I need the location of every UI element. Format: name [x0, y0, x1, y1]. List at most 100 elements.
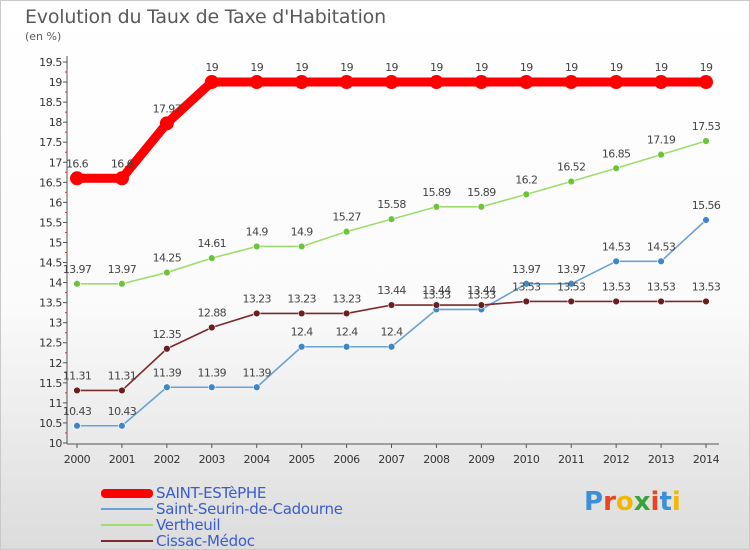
data-label: 15.58	[377, 198, 406, 211]
data-point	[522, 297, 530, 306]
y-tick-label: 16	[49, 196, 63, 209]
x-tick-label: 2005	[288, 453, 315, 466]
data-point	[342, 309, 351, 318]
data-point	[342, 227, 351, 236]
data-point	[204, 75, 219, 90]
x-tick-label: 2014	[693, 453, 720, 466]
data-point	[564, 75, 579, 90]
data-label: 17.53	[692, 120, 721, 133]
data-point	[342, 343, 351, 351]
data-label: 11.39	[242, 366, 271, 379]
data-label: 13.33	[422, 288, 451, 301]
data-label: 11.31	[63, 369, 92, 382]
data-label: 19	[385, 61, 398, 74]
data-point	[297, 309, 306, 318]
data-label: 19	[475, 61, 488, 74]
x-tick-label: 2012	[603, 453, 629, 466]
data-point	[163, 345, 171, 353]
data-point	[118, 280, 126, 288]
data-point	[73, 422, 81, 430]
data-point	[702, 297, 710, 306]
data-label: 14.9	[246, 225, 269, 238]
x-tick-label: 2003	[199, 453, 226, 466]
data-point	[297, 343, 306, 351]
data-label: 12.35	[153, 328, 182, 341]
logo-letter: r	[603, 487, 616, 517]
data-label: 19	[430, 61, 443, 74]
data-label: 13.23	[287, 292, 316, 305]
data-point	[702, 137, 710, 145]
data-label: 10.43	[108, 405, 137, 418]
data-point	[567, 297, 575, 306]
y-tick-label: 15	[49, 236, 63, 249]
x-tick-label: 2006	[333, 453, 360, 466]
data-label: 15.89	[422, 186, 451, 199]
data-label: 13.53	[557, 280, 586, 293]
data-point	[657, 150, 665, 159]
data-label: 17.97	[153, 102, 182, 115]
data-label: 19	[565, 61, 578, 74]
data-label: 19	[700, 61, 713, 74]
legend-label: Vertheuil	[156, 516, 221, 534]
logo-letter: i	[650, 487, 660, 517]
data-point	[70, 171, 84, 186]
data-label: 13.53	[602, 280, 631, 293]
data-point	[612, 257, 620, 266]
proxiti-logo: Proxiti	[584, 487, 681, 517]
y-tick-label: 16.5	[39, 176, 62, 189]
legend-label: Saint-Seurin-de-Cadourne	[156, 500, 343, 518]
y-tick-label: 19.5	[39, 56, 62, 69]
data-point	[114, 171, 129, 186]
data-point	[432, 203, 441, 211]
data-point	[612, 164, 620, 172]
legend-item: Saint-Seurin-de-Cadourne	[101, 501, 421, 517]
y-tick-label: 12.5	[39, 337, 62, 350]
y-tick-label: 14	[49, 277, 63, 290]
data-label: 19	[655, 61, 668, 74]
x-tick-label: 2009	[468, 453, 495, 466]
x-tick-label: 2013	[648, 453, 675, 466]
x-tick-label: 2000	[64, 453, 91, 466]
data-label: 13.97	[512, 263, 541, 276]
data-point	[253, 242, 261, 251]
data-label: 12.4	[380, 326, 403, 339]
data-point	[567, 280, 575, 288]
data-point	[567, 177, 575, 186]
data-label: 19	[520, 61, 533, 74]
data-point	[432, 301, 441, 309]
data-point	[387, 215, 396, 223]
data-label: 19	[295, 61, 308, 74]
data-label: 14.53	[647, 240, 676, 253]
x-tick-label: 2007	[378, 453, 405, 466]
data-label: 13.97	[108, 263, 137, 276]
data-label: 10.43	[63, 405, 92, 418]
data-point	[387, 301, 396, 309]
x-tick-label: 2011	[558, 453, 584, 466]
legend-swatch	[101, 517, 153, 533]
data-point	[477, 203, 486, 211]
data-label: 13.97	[63, 263, 92, 276]
y-tick-label: 19	[49, 76, 63, 89]
logo-letter: x	[633, 487, 651, 517]
logo-letter: t	[659, 487, 672, 517]
data-label: 16.6	[66, 157, 89, 170]
chart-title: Evolution du Taux de Taxe d'Habitation	[25, 6, 386, 28]
data-label: 19	[610, 61, 623, 74]
data-point	[657, 297, 665, 306]
logo-letter: P	[584, 487, 604, 517]
data-point	[699, 75, 714, 90]
legend-label: SAINT-ESTèPHE	[156, 484, 267, 502]
data-label: 14.53	[602, 240, 631, 253]
data-point	[612, 297, 620, 306]
data-label: 13.97	[557, 263, 586, 276]
data-point	[73, 280, 81, 288]
data-label: 13.53	[647, 280, 676, 293]
data-point	[118, 422, 126, 430]
legend-label: Cissac-Médoc	[156, 532, 255, 550]
data-point	[163, 383, 171, 391]
data-label: 15.89	[467, 186, 496, 199]
data-point	[294, 75, 309, 90]
y-tick-label: 11	[49, 397, 62, 410]
y-tick-label: 14.5	[39, 257, 62, 270]
legend-item: Vertheuil	[101, 517, 421, 533]
